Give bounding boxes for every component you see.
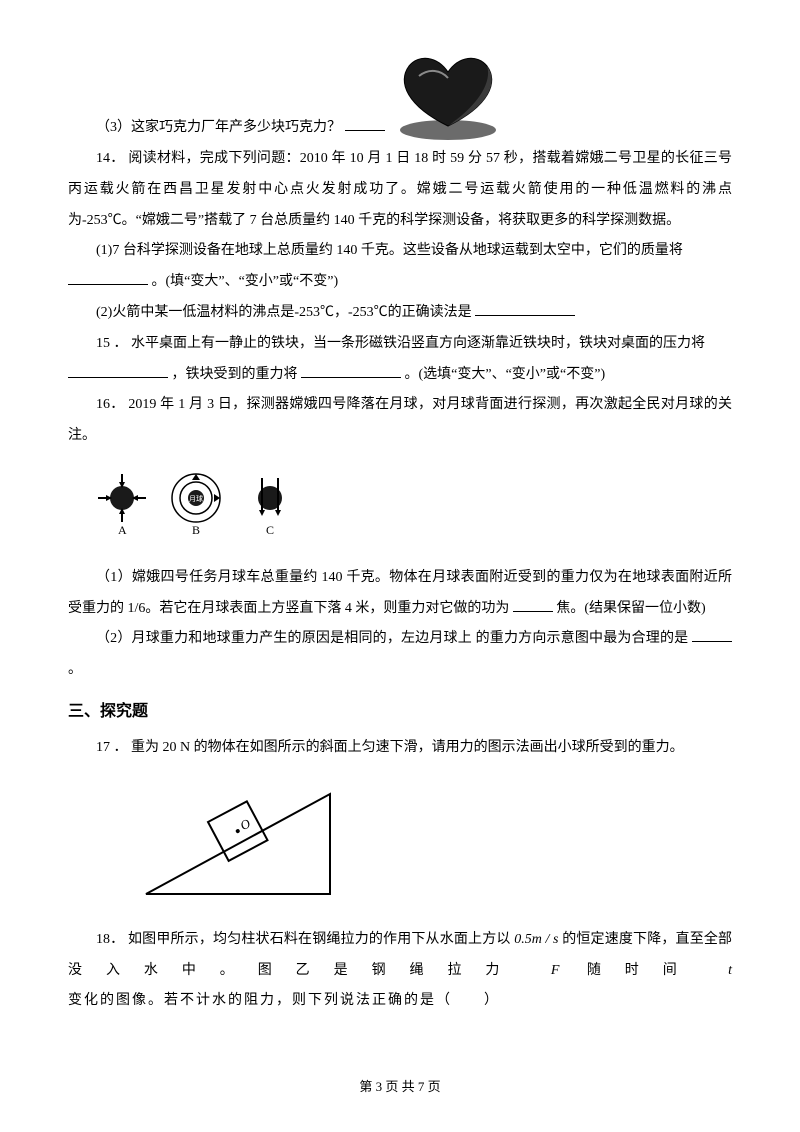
q15-line2: ，铁块受到的重力将 。(选填“变大”、“变小”或“不变”) — [68, 360, 732, 391]
q17-text: 重为 20 N 的物体在如图所示的斜面上匀速下滑，请用力的图示法画出小球所受到的… — [131, 740, 684, 755]
q16-sub1-b: 焦。(结果保留一位小数) — [556, 601, 705, 616]
q13-sub3-text: （3）这家巧克力厂年产多少块巧克力？ — [96, 120, 341, 135]
incline-label: O — [237, 815, 253, 833]
q18-num: 18． — [96, 932, 124, 947]
q18-F: F — [551, 963, 560, 978]
q15-c: 。(选填“变大”、“变小”或“不变”) — [405, 367, 606, 382]
q18-c: 随时间 — [587, 963, 701, 978]
q15: 15 ． 水平桌面上有一静止的铁块，当一条形磁铁沿竖直方向逐渐靠近铁块时，铁块对… — [68, 329, 732, 360]
q14-intro-text: 阅读材料，完成下列问题：2010 年 10 月 1 日 18 时 59 分 57… — [68, 151, 732, 228]
q17-num: 17 ． — [96, 740, 128, 755]
q16-sub1: （1）嫦娥四号任务月球车总重量约 140 千克。物体在月球表面附近受到的重力仅为… — [68, 563, 732, 625]
label-b: B — [192, 523, 200, 537]
label-c: C — [266, 523, 274, 537]
q17-figure: O — [138, 772, 732, 915]
q18-a: 如图甲所示，均匀柱状石料在钢绳拉力的作用下从水面上方以 — [128, 932, 511, 947]
q15-blank1 — [68, 364, 168, 378]
q18-t: t — [728, 963, 732, 978]
q13-sub3: （3）这家巧克力厂年产多少块巧克力？ — [68, 113, 385, 144]
incline-diagram: O — [138, 772, 338, 902]
q14-sub2: (2)火箭中某一低温材料的沸点是-253℃，-253℃的正确读法是 — [68, 298, 732, 329]
q15-blank2 — [301, 364, 401, 378]
q17: 17 ． 重为 20 N 的物体在如图所示的斜面上匀速下滑，请用力的图示法画出小… — [68, 733, 732, 764]
q14-sub1-b: 。(填“变大”、“变小”或“不变”) — [152, 274, 339, 289]
q15-a: 水平桌面上有一静止的铁块，当一条形磁铁沿竖直方向逐渐靠近铁块时，铁块对桌面的压力… — [131, 336, 705, 351]
q16-num: 16． — [96, 397, 125, 412]
q14-sub1-a: (1)7 台科学探测设备在地球上总质量约 140 千克。这些设备从地球运载到太空… — [96, 243, 683, 258]
q13-row: （3）这家巧克力厂年产多少块巧克力？ — [68, 48, 732, 144]
q18-rate: 0.5m / s — [514, 932, 558, 947]
q18-d: 变化的图像。若不计水的阻力，则下列说法正确的是（ ） — [68, 993, 500, 1008]
q16-sub2-blank — [692, 628, 732, 642]
q16-sub2-a: （2）月球重力和地球重力产生的原因是相同的，左边月球上 的重力方向示意图中最为合… — [96, 631, 688, 646]
q18: 18． 如图甲所示，均匀柱状石料在钢绳拉力的作用下从水面上方以 0.5m / s… — [68, 925, 732, 1017]
q14-sub1-blank — [68, 271, 148, 285]
q14-sub1-line2: 。(填“变大”、“变小”或“不变”) — [68, 267, 732, 298]
q16-sub2-b: 。 — [68, 662, 82, 677]
page-footer: 第 3 页 共 7 页 — [0, 1073, 800, 1102]
center-text: 月球 — [189, 494, 203, 503]
q16-sub1-blank — [513, 598, 553, 612]
q14-num: 14． — [96, 151, 125, 166]
q15-b: ，铁块受到的重力将 — [172, 367, 298, 382]
section-3-title: 三、探究题 — [68, 694, 732, 729]
moon-gravity-diagram: A 月球 B C — [96, 468, 304, 544]
q14-intro: 14． 阅读材料，完成下列问题：2010 年 10 月 1 日 18 时 59 … — [68, 144, 732, 236]
chocolate-heart-image — [389, 48, 507, 144]
q13-blank — [345, 117, 385, 131]
q16-intro: 16． 2019 年 1 月 3 日，探测器嫦娥四号降落在月球，对月球背面进行探… — [68, 390, 732, 452]
q14-sub2-a: (2)火箭中某一低温材料的沸点是-253℃，-253℃的正确读法是 — [96, 305, 472, 320]
label-a: A — [118, 523, 127, 537]
q16-sub2: （2）月球重力和地球重力产生的原因是相同的，左边月球上 的重力方向示意图中最为合… — [68, 624, 732, 686]
q15-num: 15 ． — [96, 336, 128, 351]
q16-intro-text: 2019 年 1 月 3 日，探测器嫦娥四号降落在月球，对月球背面进行探测，再次… — [68, 397, 732, 443]
q16-diagram: A 月球 B C — [96, 468, 732, 557]
q14-sub1: (1)7 台科学探测设备在地球上总质量约 140 千克。这些设备从地球运载到太空… — [68, 236, 732, 267]
q14-sub2-blank — [475, 302, 575, 316]
